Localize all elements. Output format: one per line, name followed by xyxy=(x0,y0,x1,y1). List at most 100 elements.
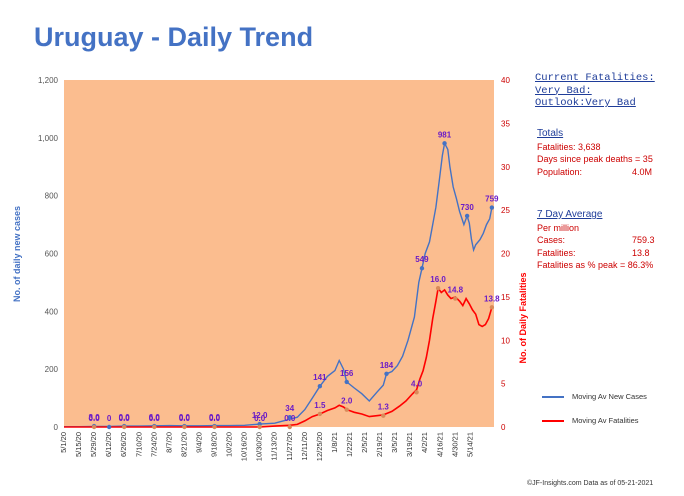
totals-panel: Totals Fatalities: 3,638 Days since peak… xyxy=(537,128,653,178)
fatalities-point-marker xyxy=(152,424,157,430)
x-tick-label: 9/4/20 xyxy=(194,432,203,453)
fatalities-point-marker xyxy=(257,424,262,430)
y2-tick-label: 35 xyxy=(501,119,510,128)
x-tick-label: 3/19/21 xyxy=(405,432,414,457)
cases-data-label: 6.0 xyxy=(149,413,161,422)
x-tick-label: 5/29/20 xyxy=(89,432,98,457)
fatalities-point-marker xyxy=(435,286,441,291)
cases-value: 759.3 xyxy=(632,235,655,245)
fatalities-label: Fatalities: xyxy=(537,247,576,258)
cases-data-label: 12.0 xyxy=(252,411,268,420)
y-tick-label: 0 xyxy=(54,423,59,432)
legend-fatalities-swatch xyxy=(542,419,564,422)
population-value: 4.0M xyxy=(632,166,653,177)
cases-point-marker xyxy=(419,266,425,271)
cases-data-label: 0.0 xyxy=(209,413,221,422)
legend-fatalities: Moving Av Fatalities xyxy=(542,416,639,425)
fatalities-point-marker xyxy=(91,424,97,430)
cases-data-label: 141 xyxy=(313,373,327,382)
y2-tick-label: 20 xyxy=(501,250,510,259)
cases-label: Cases: xyxy=(537,235,566,245)
y2-tick-label: 15 xyxy=(501,293,510,302)
fatalities-data-label: 0.0 xyxy=(209,414,221,423)
y2-tick-label: 5 xyxy=(501,380,506,389)
total-fatalities: Fatalities: 3,638 xyxy=(537,141,601,152)
cases-data-label: 184 xyxy=(380,361,394,370)
y2-tick-label: 0 xyxy=(501,423,506,432)
fatalities-data-label: 13.8 xyxy=(484,294,500,303)
page-title: Uruguay - Daily Trend xyxy=(34,22,314,52)
y-tick-label: 1,200 xyxy=(38,76,59,85)
fatalities-row: Fatalities: 13.8 xyxy=(537,247,655,260)
fatalities-data-label: 1.5 xyxy=(314,401,326,410)
cases-point-marker xyxy=(344,379,349,385)
x-tick-label: 1/8/21 xyxy=(330,432,339,453)
fatalities-data-label: 2.0 xyxy=(341,397,353,406)
cases-data-label: 0 xyxy=(107,414,112,423)
fatalities-point-marker xyxy=(182,424,187,430)
fatalities-data-label: 16.0 xyxy=(430,275,446,284)
days-since-peak: Days since peak deaths = 35 xyxy=(537,154,653,164)
fatalities-data-label: 4.0 xyxy=(411,379,423,388)
fatalities-peak-percent: Fatalities as % peak = 86.3% xyxy=(537,260,654,270)
y-tick-label: 200 xyxy=(45,365,59,374)
legend-cases-label: Moving Av New Cases xyxy=(572,392,647,401)
x-tick-label: 2/19/21 xyxy=(375,432,384,457)
cases-point-marker xyxy=(464,213,470,219)
fatalities-data-label: 0.0 xyxy=(89,414,101,423)
x-tick-label: 7/24/20 xyxy=(149,432,158,457)
y2-tick-label: 30 xyxy=(501,163,510,172)
left-axis: 0 200 400 600 800 1,000 1,200 xyxy=(38,76,59,432)
x-tick-label: 11/13/20 xyxy=(270,432,279,461)
plot-area xyxy=(64,80,494,427)
x-tick-label: 11/27/20 xyxy=(285,432,294,461)
fatalities-data-label: 1.3 xyxy=(378,403,390,412)
seven-day-average-panel: 7 Day Average Per million Cases: 759.3 F… xyxy=(537,209,655,272)
footer-credit: ©JF-Insights.com Data as of 05-21-2021 xyxy=(527,480,654,487)
population-label: Population: xyxy=(537,166,583,177)
current-fatalities-heading: Current Fatalities: xyxy=(535,72,655,84)
fatalities-point-marker xyxy=(453,296,458,301)
x-tick-label: 3/5/21 xyxy=(390,432,399,453)
x-tick-label: 12/11/20 xyxy=(300,432,309,461)
y2-tick-label: 40 xyxy=(501,76,510,85)
cases-data-label: 3.0 xyxy=(89,413,101,422)
cases-data-label: 34 xyxy=(285,404,294,413)
x-tick-label: 5/15/20 xyxy=(74,432,83,457)
y-tick-label: 600 xyxy=(45,250,59,259)
y2-axis-label: No. of Daily Fatalities xyxy=(518,272,528,363)
x-tick-label: 5/1/20 xyxy=(59,432,68,453)
legend-fatalities-label: Moving Av Fatalities xyxy=(572,416,639,425)
cases-point-marker xyxy=(106,424,112,430)
x-tick-label: 7/10/20 xyxy=(134,432,143,457)
fatalities-series-line xyxy=(64,286,493,428)
cases-data-label: 730 xyxy=(460,203,474,212)
cases-point-marker xyxy=(489,205,495,210)
legend-cases-swatch xyxy=(542,395,564,398)
fatalities-data-label: 14.8 xyxy=(448,286,464,295)
x-tick-label: 10/30/20 xyxy=(255,432,264,461)
fatalities-point-marker xyxy=(489,305,495,310)
fatalities-data-label: 0.0 xyxy=(119,414,131,423)
x-axis: 5/1/20 5/15/20 5/29/20 6/12/20 6/26/20 7/10/2… xyxy=(59,432,474,461)
per-million-label: Per million xyxy=(537,222,580,233)
cases-series-line xyxy=(64,141,493,428)
cases-row: Cases: 759.3 xyxy=(537,234,655,247)
cases-data-label: 549 xyxy=(415,255,429,264)
right-axis: 0 5 10 15 20 25 30 35 40 xyxy=(501,76,510,432)
fatalities-data-label: 0.0 xyxy=(284,414,296,423)
fatalities-point-marker xyxy=(381,413,386,418)
x-tick-label: 1/22/21 xyxy=(345,432,354,457)
cases-point-marker xyxy=(442,141,447,146)
fatalities-data-labels: 0.0 0.0 0.0 0.0 0.0 0.0 0.0 1.5 2.0 1.3 4.0 16.014.… xyxy=(89,275,500,430)
x-tick-label: 12/25/20 xyxy=(315,432,324,461)
cases-point-marker xyxy=(287,414,292,420)
x-tick-label: 2/5/21 xyxy=(360,432,369,453)
x-tick-label: 8/21/20 xyxy=(179,432,188,457)
x-tick-label: 4/16/21 xyxy=(435,432,444,457)
cases-data-label: 0.0 xyxy=(179,413,191,422)
y-tick-label: 800 xyxy=(45,192,59,201)
y-tick-label: 400 xyxy=(45,307,59,316)
population-row: Population: 4.0M xyxy=(537,166,653,179)
x-tick-label: 10/2/20 xyxy=(225,432,234,457)
